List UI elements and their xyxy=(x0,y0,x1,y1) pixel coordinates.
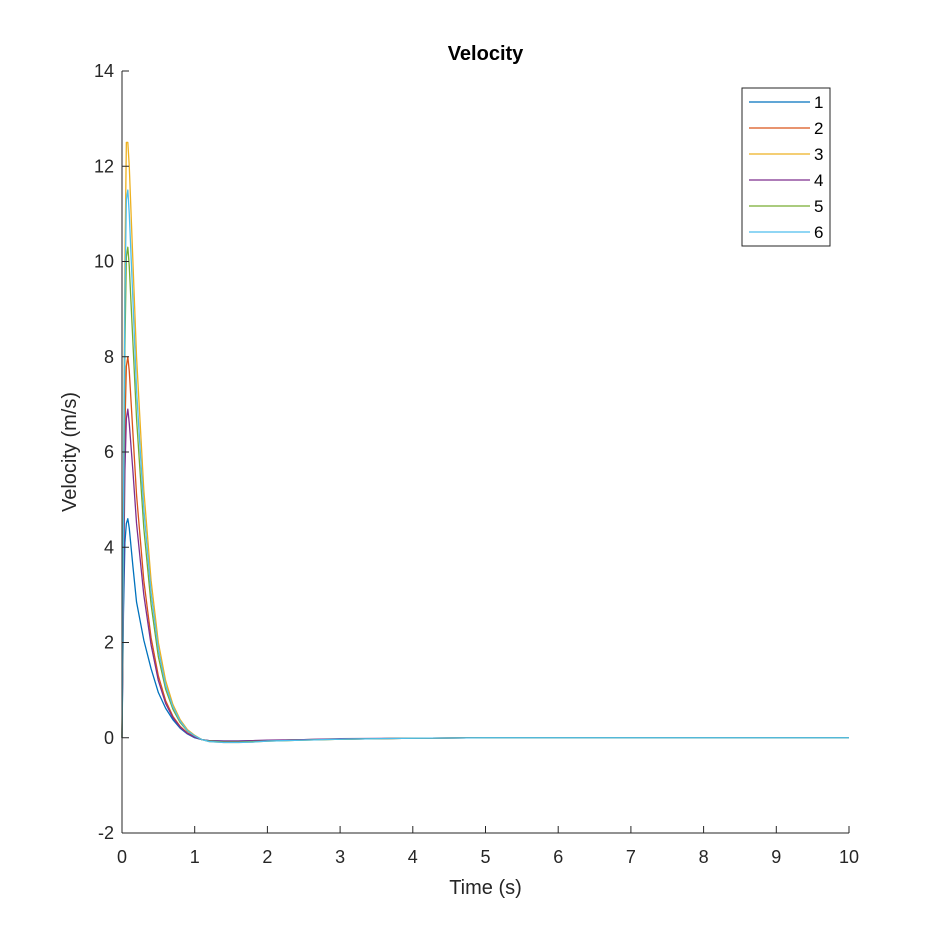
x-tick-label: 10 xyxy=(839,847,859,867)
y-tick-label: 6 xyxy=(104,442,114,462)
y-axis-label: Velocity (m/s) xyxy=(59,392,81,512)
y-tick-label: 8 xyxy=(104,347,114,367)
x-tick-label: 9 xyxy=(771,847,781,867)
x-tick-label: 6 xyxy=(553,847,563,867)
legend: 1 2 3 4 5 6 xyxy=(741,87,831,247)
x-tick-label: 5 xyxy=(480,847,490,867)
plot-background xyxy=(122,71,849,833)
y-tick-label: 0 xyxy=(104,728,114,748)
legend-label-2: 2 xyxy=(814,119,823,138)
y-tick-label: 10 xyxy=(94,252,114,272)
legend-label-5: 5 xyxy=(814,197,823,216)
legend-label-4: 4 xyxy=(814,171,823,190)
x-tick-label: 4 xyxy=(408,847,418,867)
x-tick-label: 8 xyxy=(699,847,709,867)
series-line-6 xyxy=(121,189,849,744)
legend-label-1: 1 xyxy=(814,93,823,112)
chart-title: Velocity xyxy=(448,43,524,65)
x-tick-label: 2 xyxy=(262,847,272,867)
x-axis-label: Time (s) xyxy=(449,877,522,899)
x-tick-label: 1 xyxy=(190,847,200,867)
x-tick-label: 3 xyxy=(335,847,345,867)
y-tick-label: 2 xyxy=(104,633,114,653)
y-tick-label: 4 xyxy=(104,537,114,557)
y-tick-label: -2 xyxy=(98,823,114,843)
legend-label-3: 3 xyxy=(814,145,823,164)
series-layer xyxy=(121,141,849,744)
y-tick-label: 12 xyxy=(94,156,114,176)
x-tick-label: 0 xyxy=(117,847,127,867)
legend-label-6: 6 xyxy=(814,223,823,242)
x-tick-label: 7 xyxy=(626,847,636,867)
y-tick-label: 14 xyxy=(94,61,114,81)
legend-box xyxy=(741,87,831,247)
